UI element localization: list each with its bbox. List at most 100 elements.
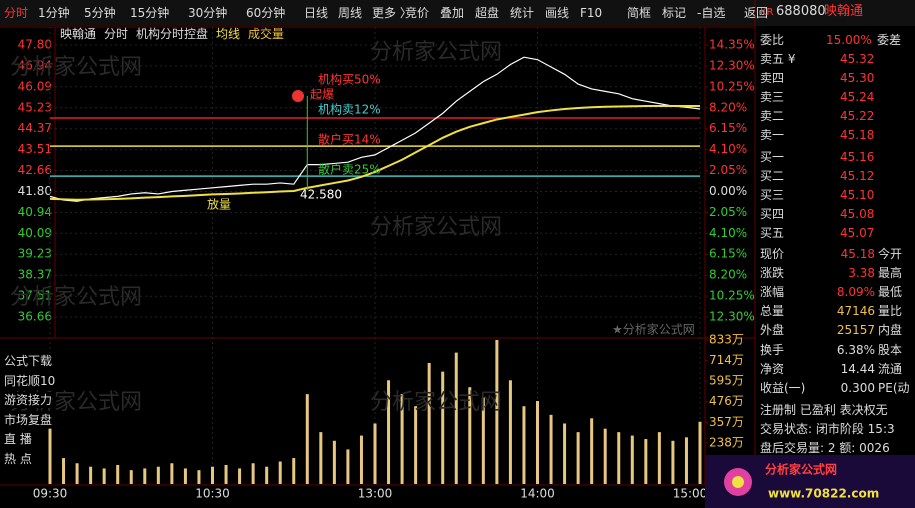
annotation: 机构卖12% (318, 102, 381, 117)
annotation: 放量 (207, 197, 231, 212)
volume-bar (319, 432, 323, 484)
toolbar-tab[interactable]: 分时 (4, 6, 29, 20)
toolbar-tab[interactable]: 更多 〉 (372, 6, 412, 20)
x-tick-label: 13:00 (358, 487, 393, 501)
volume-bar (292, 458, 296, 484)
toolbar-button[interactable]: 标记 (662, 6, 687, 20)
y-tick-label: 37.51 (18, 289, 52, 303)
signal-icon (292, 90, 304, 102)
volume-bar (698, 421, 702, 484)
volume-bar (238, 468, 242, 484)
sidebar-item[interactable]: 同花顺10 (4, 372, 56, 389)
volume-bar (305, 394, 309, 484)
volume-tick-label: 595万 (709, 374, 744, 388)
volume-bar (387, 380, 391, 484)
toolbar-bg (0, 0, 915, 26)
book-price: 45.16 (840, 150, 875, 164)
volume-bar (590, 418, 594, 484)
volume-bar (684, 437, 688, 484)
toolbar-button[interactable]: 竞价 (405, 6, 430, 20)
y-tick-label: 36.66 (18, 310, 52, 324)
y2-tick-label: 8.20% (709, 100, 747, 114)
book-price: 45.07 (840, 226, 875, 240)
y-tick-label: 40.94 (18, 205, 52, 219)
volume-bar (197, 470, 201, 484)
chart-header: 成交量 (248, 27, 285, 41)
quote-label: 流通 (878, 362, 903, 376)
y-tick-label: 45.23 (18, 100, 52, 114)
toolbar-tab[interactable]: 15分钟 (130, 6, 170, 20)
toolbar-button[interactable]: 统计 (510, 6, 535, 20)
sidebar-item[interactable]: 市场复盘 (4, 411, 53, 428)
volume-bar (657, 432, 661, 484)
y-tick-label: 41.80 (18, 184, 52, 198)
volume-bar (481, 397, 485, 484)
quote-value: 45.18 (840, 247, 875, 261)
watermark: 分析家公式网 (10, 285, 143, 310)
toolbar-tab[interactable]: 30分钟 (188, 6, 228, 20)
after-hours: 盘后交易量: 2 额: 0026 (760, 441, 890, 455)
y-tick-label: 42.66 (18, 163, 52, 177)
volume-bar (522, 406, 526, 484)
volume-bar (536, 401, 539, 484)
annotation: 散户卖25% (318, 162, 381, 177)
volume-tick-label: 833万 (709, 333, 744, 347)
sidebar-item[interactable]: 游资接力 (4, 392, 53, 408)
sidebar-item[interactable]: 直 播 (4, 431, 32, 447)
quote-value: 47146 (836, 304, 875, 318)
book-label: 买五 (760, 226, 785, 240)
volume-bar (265, 466, 269, 484)
book-label: 卖二 (760, 109, 785, 123)
toolbar-button[interactable]: 返回 (744, 6, 769, 20)
book-price: 45.32 (840, 52, 875, 66)
volume-bar (427, 362, 431, 484)
quote-value: 6.38% (836, 343, 875, 357)
annotation: ★分析家公式网 (612, 322, 695, 337)
quote-label: 净资 (760, 362, 785, 376)
y2-tick-label: 4.10% (709, 226, 747, 240)
book-price: 45.08 (840, 207, 875, 221)
volume-bar (671, 440, 675, 484)
x-tick-label: 10:30 (195, 487, 230, 501)
book-price: 45.22 (840, 109, 875, 123)
toolbar-tab[interactable]: 周线 (338, 6, 363, 20)
book-price: 45.10 (840, 188, 875, 202)
y2-tick-label: 6.15% (709, 121, 747, 135)
stock-code: 688080 (776, 4, 826, 19)
toolbar-tab[interactable]: 日线 (304, 6, 329, 20)
volume-bar (400, 394, 404, 484)
y2-tick-label: 4.10% (709, 142, 747, 156)
toolbar-button[interactable]: F10 (580, 6, 603, 20)
banner-title: 分析家公式网 (765, 462, 837, 477)
x-tick-label: 14:00 (520, 487, 555, 501)
quote-label: 委差 (877, 33, 902, 47)
toolbar-tab[interactable]: 1分钟 (38, 6, 70, 20)
quote-value: 14.44 (840, 362, 875, 376)
toolbar-button[interactable]: 简框 (627, 6, 652, 20)
sidebar-item[interactable]: 热 点 (4, 450, 32, 467)
x-tick-label: 15:00 (673, 487, 708, 501)
volume-bar (48, 428, 52, 484)
toolbar-button[interactable]: -自选 (697, 6, 726, 20)
volume-bar (156, 466, 160, 484)
volume-bar (495, 340, 499, 484)
toolbar-tab[interactable]: 5分钟 (84, 6, 116, 20)
status: 交易状态: 闭市阶段 15:3 (760, 422, 895, 436)
book-price: 45.18 (840, 128, 875, 142)
toolbar-tab[interactable]: 60分钟 (246, 6, 286, 20)
quote-label: 最低 (878, 285, 903, 299)
toolbar-button[interactable]: 叠加 (440, 6, 465, 20)
toolbar-button[interactable]: 画线 (545, 6, 570, 20)
volume-bar (75, 463, 79, 484)
sidebar-item[interactable]: 公式下载 (4, 353, 53, 369)
volume-bar (617, 432, 621, 484)
volume-bar (576, 432, 580, 484)
volume-bar (644, 439, 648, 484)
chart-header: 分时 (104, 27, 129, 41)
toolbar-button[interactable]: 超盘 (475, 6, 500, 20)
annotation: 起爆 (310, 88, 334, 102)
quote-label: 最高 (878, 266, 903, 280)
annotation: 机构买50% (318, 72, 381, 87)
